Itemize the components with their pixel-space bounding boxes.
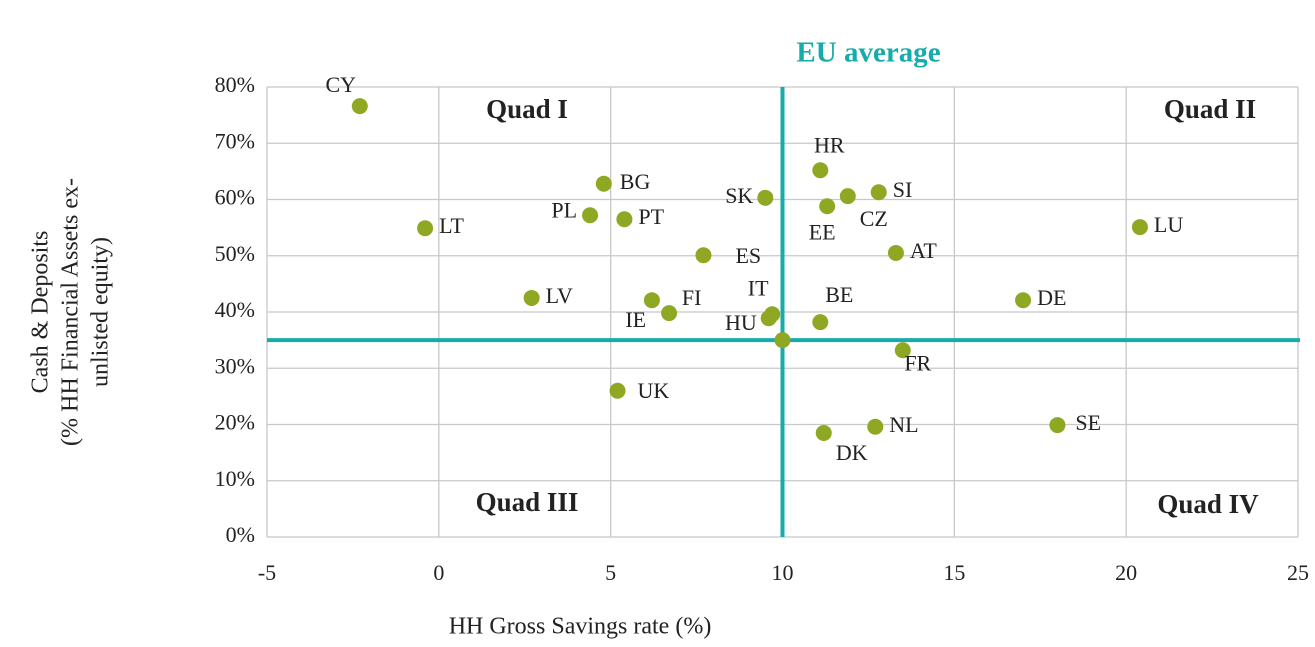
point-label: BE — [825, 282, 853, 307]
eu-average-label: EU average — [796, 37, 940, 69]
x-tick-label: 20 — [1115, 560, 1137, 585]
point — [695, 247, 712, 264]
point — [812, 162, 829, 179]
quadrant-label: Quad I — [486, 94, 568, 124]
x-tick-label: 10 — [772, 560, 794, 585]
point-label: DE — [1037, 285, 1066, 310]
eu-average-point — [774, 332, 791, 349]
x-tick-label: 15 — [943, 560, 965, 585]
y-tick-label: 70% — [215, 128, 255, 153]
point-label: IT — [748, 275, 769, 300]
point — [417, 220, 434, 237]
y-tick-label: 20% — [215, 410, 255, 435]
point — [870, 184, 887, 201]
point — [1131, 219, 1148, 236]
quadrant-label: Quad III — [476, 487, 579, 517]
point-label: LU — [1154, 212, 1183, 237]
point-label: PL — [551, 197, 577, 222]
y-tick-label: 80% — [215, 72, 255, 97]
point-label: SE — [1075, 410, 1101, 435]
point-label: ES — [735, 243, 761, 268]
point-label: DK — [836, 440, 868, 465]
point-label: IE — [625, 307, 646, 332]
point-label: UK — [638, 378, 670, 403]
y-axis-title-line: Cash & Deposits — [28, 231, 54, 394]
point-label: HU — [725, 310, 757, 335]
y-tick-label: 30% — [215, 353, 255, 378]
point-label: HR — [814, 132, 845, 157]
point — [757, 189, 774, 206]
point-label: AT — [910, 238, 937, 263]
point — [894, 342, 911, 359]
quadrant-label: Quad II — [1164, 94, 1256, 124]
point-label: BG — [620, 169, 651, 194]
point — [523, 289, 540, 306]
point — [582, 207, 599, 224]
point — [867, 418, 884, 435]
point-label: LV — [546, 283, 573, 308]
point — [812, 314, 829, 331]
point — [887, 244, 904, 261]
y-tick-label: 40% — [215, 297, 255, 322]
x-tick-label: 25 — [1287, 560, 1309, 585]
point — [839, 188, 856, 205]
y-axis-title-line: unlisted equity) — [88, 237, 114, 387]
point-label: SK — [725, 183, 753, 208]
y-tick-label: 60% — [215, 185, 255, 210]
y-axis-title: Cash & Deposits (% HH Financial Assets e… — [28, 178, 114, 446]
quadrant-label: Quad IV — [1157, 489, 1259, 519]
point — [351, 98, 368, 115]
point-label: PT — [638, 204, 664, 229]
y-tick-label: 10% — [215, 466, 255, 491]
point-label: NL — [889, 412, 918, 437]
point-label: FR — [904, 350, 931, 375]
y-tick-label: 0% — [226, 522, 255, 547]
point — [760, 310, 777, 327]
y-tick-label: 50% — [215, 241, 255, 266]
point — [815, 424, 832, 441]
point-label: CZ — [860, 206, 888, 231]
point — [643, 292, 660, 309]
point-label: EE — [809, 219, 836, 244]
x-tick-label: 0 — [433, 560, 444, 585]
point-label: FI — [682, 285, 702, 310]
y-axis-title-line: (% HH Financial Assets ex- — [58, 178, 84, 446]
point-label: CY — [326, 72, 357, 97]
point — [595, 175, 612, 192]
x-axis-title: HH Gross Savings rate (%) — [449, 614, 712, 640]
x-tick-label: -5 — [258, 560, 276, 585]
point — [1015, 292, 1032, 309]
point — [616, 211, 633, 228]
x-tick-label: 5 — [605, 560, 616, 585]
point — [819, 198, 836, 215]
point-label: LT — [439, 213, 464, 238]
point — [661, 305, 678, 322]
point — [609, 382, 626, 399]
point — [1049, 417, 1066, 434]
point-label: SI — [893, 177, 913, 202]
